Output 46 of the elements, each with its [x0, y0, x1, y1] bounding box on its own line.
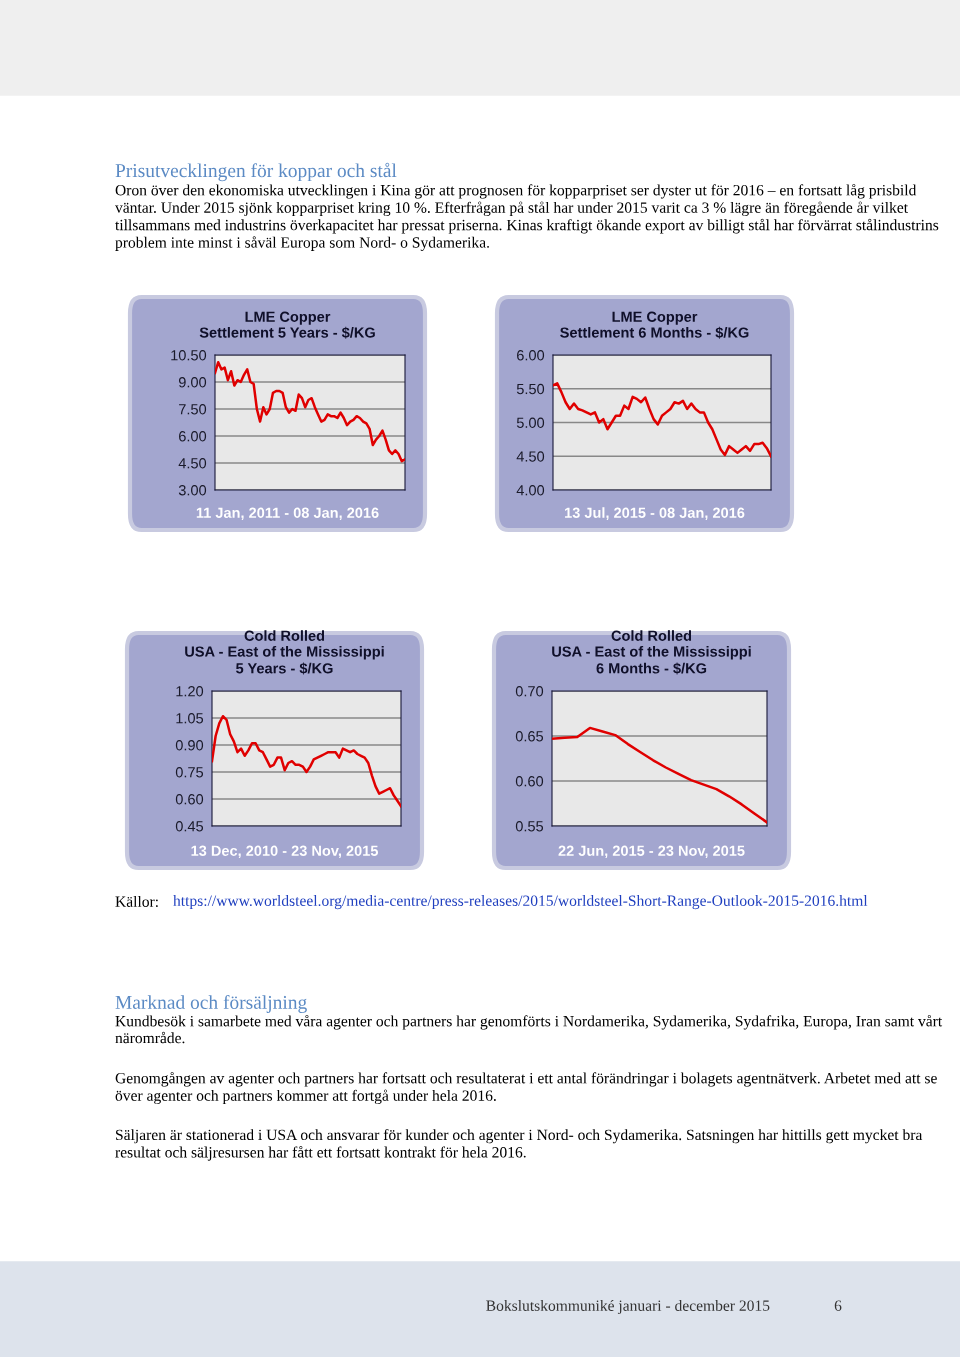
chart-subtitle: Settlement 5 Years - $/KG	[199, 326, 375, 339]
y-tick-label: 9.00	[178, 377, 207, 388]
text: Kundbesök i samarbete med våra agenter och partners har genomförts i Nordamerika, Sydamerika, Sydafrika, Europa, Iran samt vårt närområde.	[115, 1015, 943, 1044]
y-tick-label: 10.50	[171, 350, 207, 361]
text: 6	[834, 1300, 842, 1311]
x-axis-title: 11 Jan, 2011 - 08 Jan, 2016	[196, 507, 379, 521]
line-series	[553, 382, 771, 458]
y-tick-label: 7.50	[179, 404, 207, 415]
y-tick-label: 4.50	[516, 451, 545, 462]
y-tick-label: 5.00	[516, 417, 545, 428]
x-axis-title: 13 Dec, 2010 - 23 Nov, 2015	[191, 845, 379, 859]
y-tick-label: 1.20	[176, 686, 204, 697]
text: Marknad och försäljning	[115, 995, 307, 1013]
y-tick-label: 0.65	[515, 731, 544, 742]
y-tick-label: 4.50	[178, 458, 207, 469]
text: Prisutvecklingen för koppar och stål	[115, 162, 397, 182]
y-tick-label: 0.45	[175, 821, 204, 832]
line-series	[215, 360, 405, 463]
y-tick-label: 0.70	[515, 686, 544, 697]
y-tick-label: 0.60	[515, 776, 544, 787]
y-tick-label: 4.00	[516, 485, 545, 496]
text: Källor:	[115, 895, 158, 907]
y-tick-label: 0.60	[175, 794, 204, 805]
y-tick-label: 5.50	[516, 383, 545, 395]
chart-subtitle: USA - East of the Mississippi 6 Months - $/KG	[552, 646, 751, 675]
x-axis-title: 13 Jul, 2015 - 08 Jan, 2016	[565, 507, 745, 521]
y-tick-label: 0.90	[175, 740, 204, 751]
text: Bokslutskommuniké januari - december 2015	[486, 1299, 770, 1315]
text: Säljaren är stationerad i USA och ansvarar för kunder och agenter i Nord- och Sydamerika. Satsningen har hittills gett mycket bra resultat och säljresursen har fått ett fortsatt kontrakt för hela 2016.	[115, 1129, 923, 1161]
text: Oron över den ekonomiska utvecklingen i Kina gör att prognosen för kopparpriset ser dyster ut för 2016 – en fortsatt låg prisbild väntar. Under 2015 sjönk kopparpriset kring 10 %. Efterfrågan på stål har under 2015 varit ca 3 % lägre än föregående år vilket tillsammans med industrins överkapacitet har pressat priserna. Kinas kraftigt ökande export av billigt stål har förvärrat stålindustrins problem inte minst i såväl Europa som Nord- o Sydamerika.	[115, 184, 939, 251]
y-tick-label: 6.00	[179, 431, 207, 442]
text: https://www.worldsteel.org/media-centre/press-releases/2015/worldsteel-Short-Range-Outlook-2015-2016.html	[173, 895, 868, 910]
y-tick-label: 3.00	[178, 485, 207, 496]
y-tick-label: 0.75	[175, 767, 204, 778]
chart-subtitle: USA - East of the Mississippi 5 Years - $/KG	[185, 646, 384, 675]
text: Genomgången av agenter och partners har fortsatt och resultaterat i ett antal förändringar i bolagets agentnätverk. Arbetet med att se över agenter och partners kommer att fortgå under hela 2016.	[115, 1072, 937, 1105]
chart-title: Cold Rolled	[611, 630, 692, 641]
y-tick-label: 0.55	[515, 821, 544, 832]
line-series	[212, 714, 401, 808]
chart-title: Cold Rolled	[244, 630, 325, 641]
chart-title: LME Copper	[612, 311, 698, 325]
y-tick-label: 6.00	[517, 350, 545, 361]
x-axis-title: 22 Jun, 2015 - 23 Nov, 2015	[558, 845, 745, 859]
chart-subtitle: Settlement 6 Months - $/KG	[560, 326, 749, 339]
y-tick-label: 1.05	[176, 713, 204, 724]
chart-title: LME Copper	[245, 311, 331, 325]
